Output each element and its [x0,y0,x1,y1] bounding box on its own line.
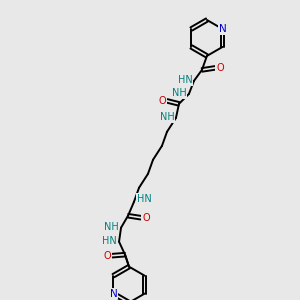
Text: O: O [142,213,150,223]
Text: HN: HN [178,75,192,85]
Text: NH: NH [172,88,186,98]
Text: HN: HN [136,194,152,204]
Text: NH: NH [160,112,174,122]
Text: O: O [216,63,224,73]
Text: N: N [219,24,226,34]
Text: O: O [103,251,111,261]
Text: N: N [110,289,117,298]
Text: NH: NH [104,222,119,232]
Text: HN: HN [102,236,116,246]
Text: O: O [158,96,166,106]
